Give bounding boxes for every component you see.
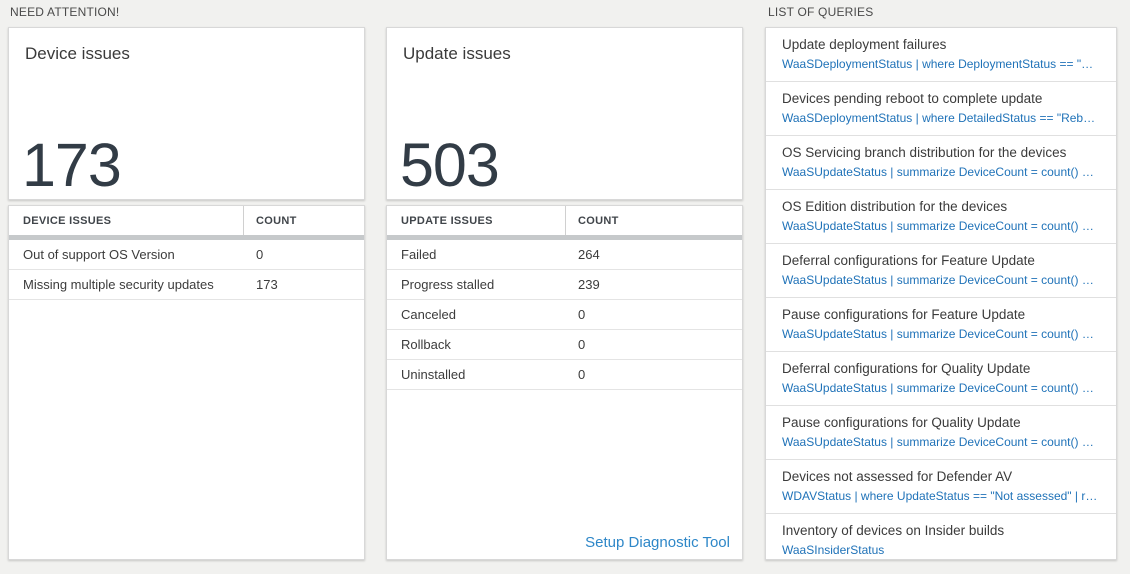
query-link[interactable]: WaaSDeploymentStatus | where DetailedSta… [782, 111, 1100, 125]
update-issues-table-tile: UPDATE ISSUES COUNT Failed 264 Progress … [386, 205, 743, 560]
query-title: Update deployment failures [782, 37, 947, 52]
query-title: Pause configurations for Feature Update [782, 307, 1026, 322]
issue-name: Canceled [401, 307, 456, 322]
query-title: OS Edition distribution for the devices [782, 199, 1008, 214]
issue-name: Progress stalled [401, 277, 495, 292]
table-row[interactable]: Progress stalled 239 [387, 270, 742, 300]
query-link[interactable]: WaaSUpdateStatus | summarize DeviceCount… [782, 273, 1100, 287]
query-item[interactable]: Deferral configurations for Feature Upda… [766, 244, 1116, 298]
setup-diagnostic-tool-link[interactable]: Setup Diagnostic Tool [585, 534, 730, 551]
issue-name: Out of support OS Version [23, 247, 175, 262]
issue-name: Rollback [401, 337, 451, 352]
query-title: OS Servicing branch distribution for the… [782, 145, 1067, 160]
count-column-header: COUNT [578, 214, 619, 227]
issue-count: 239 [578, 277, 600, 292]
issue-count: 0 [578, 367, 586, 382]
need-attention-header: NEED ATTENTION! [10, 5, 120, 19]
query-link[interactable]: WaaSUpdateStatus | summarize DeviceCount… [782, 327, 1100, 341]
update-issues-count: 503 [400, 131, 500, 199]
query-link[interactable]: WaaSInsiderStatus [782, 543, 885, 557]
issue-count: 0 [578, 337, 586, 352]
query-title: Pause configurations for Quality Update [782, 415, 1021, 430]
update-issues-title: Update issues [403, 44, 511, 63]
device-issues-column-header: DEVICE ISSUES [9, 206, 244, 235]
query-item[interactable]: Update deployment failures WaaSDeploymen… [766, 28, 1116, 82]
query-link[interactable]: WaaSUpdateStatus | summarize DeviceCount… [782, 219, 1100, 233]
query-item[interactable]: Deferral configurations for Quality Upda… [766, 352, 1116, 406]
query-link[interactable]: WaaSUpdateStatus | summarize DeviceCount… [782, 381, 1100, 395]
query-link[interactable]: WaaSUpdateStatus | summarize DeviceCount… [782, 165, 1100, 179]
device-issues-title: Device issues [25, 44, 130, 63]
issue-count: 0 [256, 247, 264, 262]
table-row[interactable]: Rollback 0 [387, 330, 742, 360]
device-issues-table-header: DEVICE ISSUES COUNT [9, 206, 364, 235]
query-item[interactable]: OS Edition distribution for the devices … [766, 190, 1116, 244]
header-divider-bar [387, 235, 742, 240]
query-title: Deferral configurations for Feature Upda… [782, 253, 1035, 268]
query-item[interactable]: OS Servicing branch distribution for the… [766, 136, 1116, 190]
issue-name: Failed [401, 247, 437, 262]
count-column-header: COUNT [256, 214, 297, 227]
table-row[interactable]: Out of support OS Version 0 [9, 240, 364, 270]
table-row[interactable]: Uninstalled 0 [387, 360, 742, 390]
issue-count: 0 [578, 307, 586, 322]
table-row[interactable]: Missing multiple security updates 173 [9, 270, 364, 300]
device-issues-summary-tile[interactable]: Device issues 173 [8, 27, 365, 200]
issue-count: 173 [256, 277, 278, 292]
query-link[interactable]: WaaSDeploymentStatus | where DeploymentS… [782, 57, 1100, 71]
query-item[interactable]: Inventory of devices on Insider builds W… [766, 514, 1116, 567]
list-of-queries-header: LIST OF QUERIES [768, 5, 874, 19]
issue-name: Missing multiple security updates [23, 277, 214, 292]
query-title: Devices not assessed for Defender AV [782, 469, 1013, 484]
list-of-queries-tile: Update deployment failures WaaSDeploymen… [765, 27, 1117, 560]
update-issues-table-header: UPDATE ISSUES COUNT [387, 206, 742, 235]
table-row[interactable]: Failed 264 [387, 240, 742, 270]
query-title: Devices pending reboot to complete updat… [782, 91, 1043, 106]
header-divider-bar [9, 235, 364, 240]
update-issues-summary-tile[interactable]: Update issues 503 [386, 27, 743, 200]
query-link[interactable]: WDAVStatus | where UpdateStatus == "Not … [782, 489, 1100, 503]
query-title: Deferral configurations for Quality Upda… [782, 361, 1031, 376]
query-item[interactable]: Devices not assessed for Defender AV WDA… [766, 460, 1116, 514]
query-link[interactable]: WaaSUpdateStatus | summarize DeviceCount… [782, 435, 1100, 449]
query-title: Inventory of devices on Insider builds [782, 523, 1005, 538]
issue-name: Uninstalled [401, 367, 466, 382]
query-item[interactable]: Pause configurations for Quality Update … [766, 406, 1116, 460]
update-issues-column-header: UPDATE ISSUES [387, 206, 566, 235]
issue-count: 264 [578, 247, 600, 262]
device-issues-count: 173 [22, 131, 122, 199]
query-item[interactable]: Pause configurations for Feature Update … [766, 298, 1116, 352]
query-item[interactable]: Devices pending reboot to complete updat… [766, 82, 1116, 136]
device-issues-table-tile: DEVICE ISSUES COUNT Out of support OS Ve… [8, 205, 365, 560]
table-row[interactable]: Canceled 0 [387, 300, 742, 330]
